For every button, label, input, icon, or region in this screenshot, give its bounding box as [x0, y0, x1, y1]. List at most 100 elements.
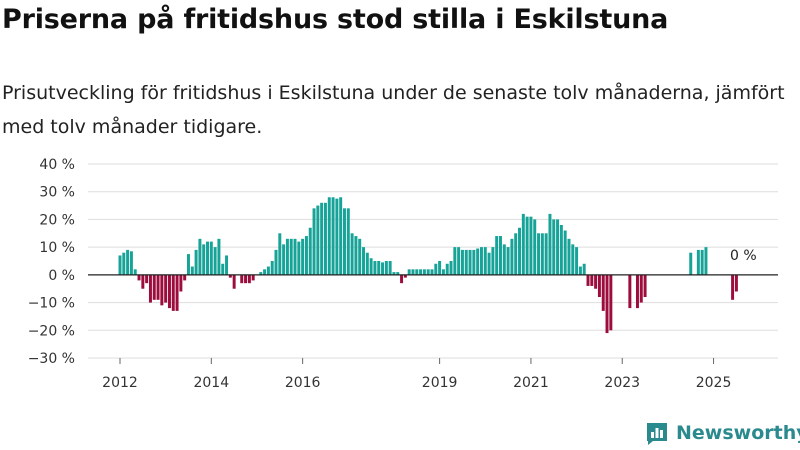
bar — [419, 269, 423, 275]
bar — [327, 197, 331, 275]
bar — [148, 274, 152, 303]
bar — [468, 249, 472, 275]
x-tick-label: 2012 — [102, 375, 138, 391]
bar — [346, 208, 350, 275]
bar — [552, 219, 556, 275]
x-tick-label: 2019 — [422, 375, 458, 391]
chart-title: Priserna på fritidshus stod stilla i Esk… — [2, 4, 669, 35]
bar — [396, 272, 400, 275]
bar — [403, 274, 407, 278]
bar — [506, 247, 510, 275]
bar — [643, 274, 647, 298]
bar — [289, 238, 293, 275]
bar — [373, 261, 377, 275]
y-tick-label: −30 % — [28, 351, 75, 367]
bar — [266, 266, 270, 275]
bar — [282, 244, 286, 275]
bar — [304, 236, 308, 275]
axis-layer: −30 % −20 % −10 % 0 % 10 % 20 % 30 % 40 % 2012 20… — [28, 157, 778, 391]
bar — [529, 216, 533, 275]
bar — [434, 263, 438, 275]
bar — [518, 227, 521, 275]
bar — [194, 249, 198, 275]
bar — [445, 263, 449, 275]
grid-layer — [88, 163, 778, 359]
bar — [426, 269, 430, 275]
bar — [133, 269, 137, 275]
bar — [483, 247, 487, 275]
bar — [487, 252, 491, 275]
bar — [251, 274, 255, 281]
bar — [510, 238, 514, 275]
bar — [514, 233, 518, 275]
bar — [221, 263, 225, 275]
bar — [274, 249, 278, 275]
bar — [312, 208, 316, 275]
bar — [152, 274, 156, 300]
bar — [320, 202, 324, 275]
bar — [167, 274, 171, 309]
bar — [384, 261, 388, 275]
bar — [457, 247, 461, 275]
bar — [206, 241, 209, 275]
y-tick-label: 30 % — [39, 185, 75, 201]
bar — [689, 252, 693, 275]
bar — [502, 244, 506, 275]
y-tick-label: 40 % — [39, 157, 75, 173]
bar — [171, 274, 175, 311]
bar — [297, 241, 301, 275]
bar — [586, 274, 590, 286]
bar — [540, 233, 544, 275]
bar — [472, 249, 476, 275]
bar — [438, 261, 442, 275]
bar — [129, 251, 133, 275]
bar — [247, 274, 251, 284]
bar — [449, 261, 453, 275]
bar — [377, 261, 381, 275]
bar — [537, 233, 541, 275]
bar — [578, 266, 582, 275]
y-tick-label: 0 % — [48, 268, 75, 284]
bar — [244, 274, 248, 284]
bar — [559, 224, 563, 275]
bar — [533, 219, 537, 275]
bar — [217, 238, 221, 275]
bar — [141, 274, 145, 289]
bar — [700, 249, 704, 275]
bar — [548, 213, 552, 275]
bar — [430, 269, 434, 275]
bar — [563, 230, 567, 275]
bar — [156, 274, 160, 300]
bar — [400, 274, 404, 284]
bar — [734, 274, 738, 292]
bar — [696, 249, 700, 275]
bar — [358, 238, 362, 275]
bar — [308, 227, 312, 275]
bar — [278, 233, 282, 275]
x-tick-label: 2021 — [513, 375, 549, 391]
bar — [175, 274, 179, 311]
x-tick-label: 2014 — [193, 375, 229, 391]
chart-subtitle: Prisutveckling för fritidshus i Eskilstu… — [2, 82, 785, 138]
bar — [240, 274, 244, 284]
bar — [392, 272, 396, 275]
bar — [605, 274, 609, 334]
bar — [228, 274, 232, 278]
bar — [411, 269, 415, 275]
y-tick-label: 20 % — [39, 212, 75, 228]
bar — [232, 274, 236, 289]
bar — [145, 274, 149, 284]
bar — [571, 244, 575, 275]
bar — [183, 274, 187, 281]
bar — [213, 247, 217, 275]
bar — [521, 213, 525, 275]
bar — [209, 241, 213, 275]
bar — [323, 202, 327, 275]
bar — [567, 238, 571, 275]
bar — [343, 208, 346, 275]
bar — [198, 238, 202, 275]
bar — [388, 261, 392, 275]
brand-name: Newsworthy — [676, 422, 800, 444]
bar — [350, 233, 354, 275]
